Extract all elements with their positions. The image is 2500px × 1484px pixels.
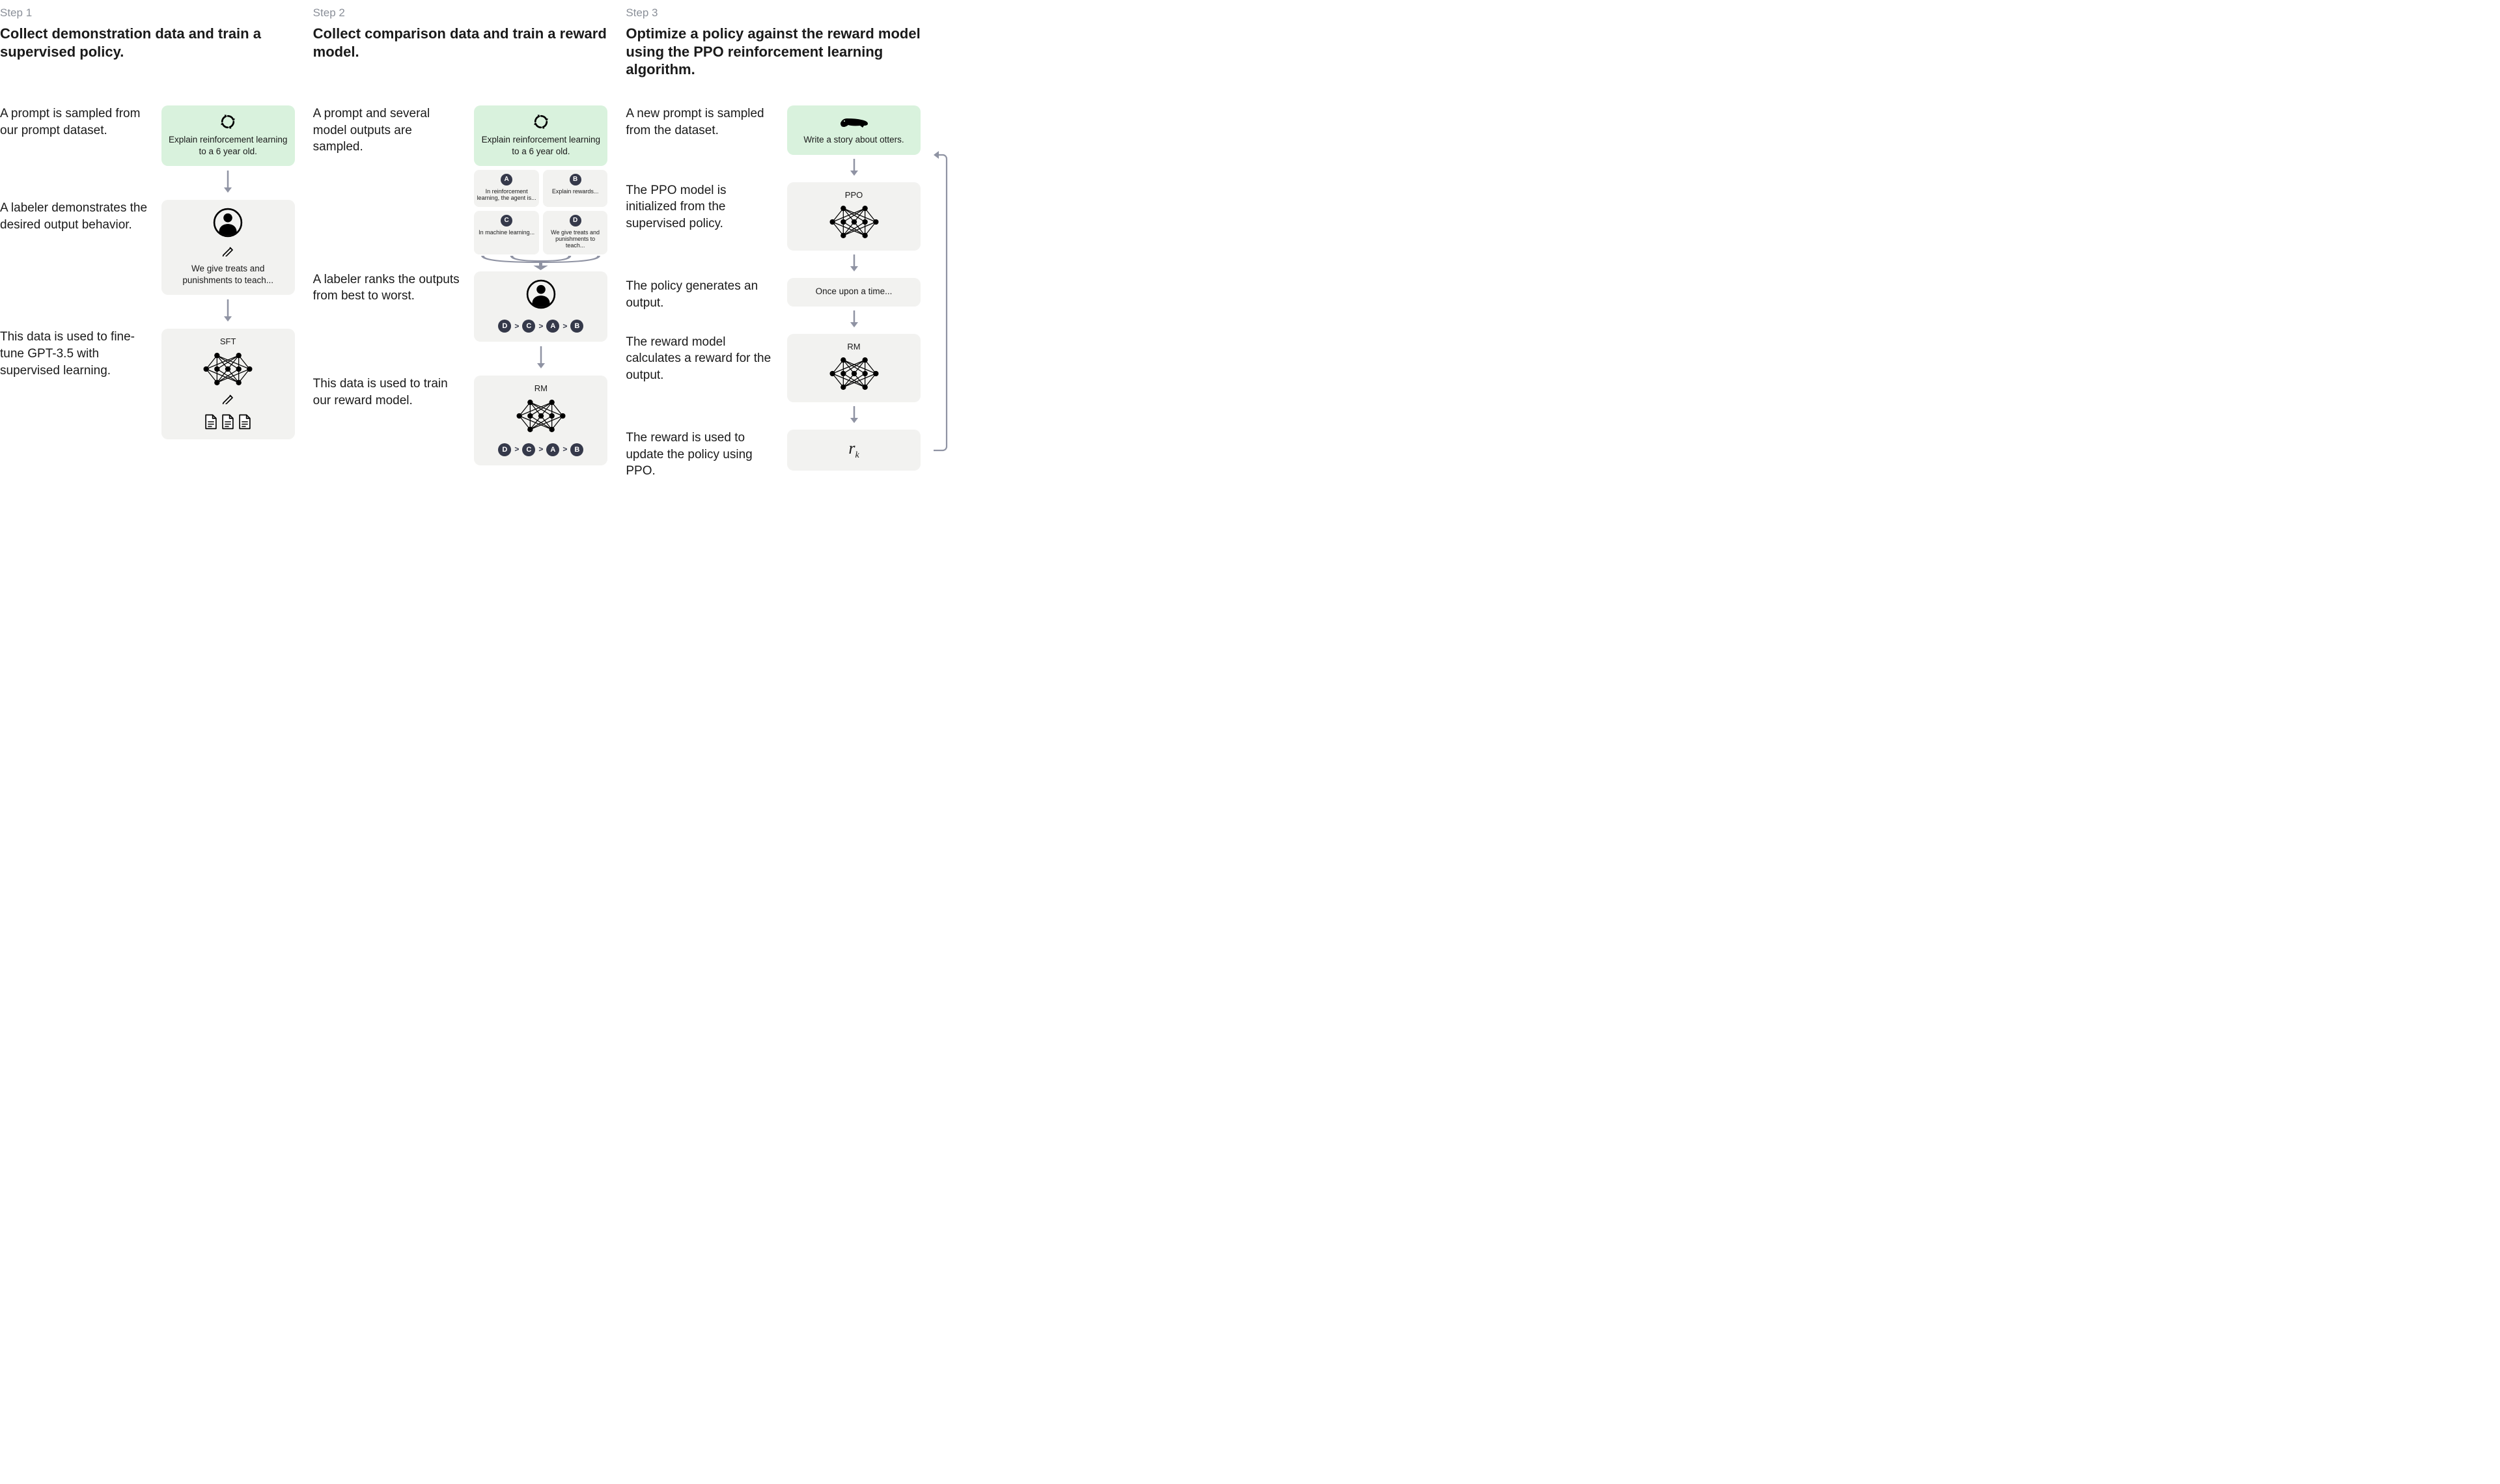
- arrow-down-icon: [848, 310, 860, 330]
- sample-text: Explain rewards...: [552, 188, 599, 195]
- step-label: Step 3: [626, 7, 921, 20]
- reward-symbol: rk: [848, 437, 859, 461]
- step-desc: The reward is used to update the policy …: [626, 430, 778, 480]
- step-desc: The reward model calculates a reward for…: [626, 334, 778, 384]
- prompt-text: Explain reinforcement learning to a 6 ye…: [168, 134, 288, 157]
- person-icon: [213, 208, 243, 241]
- sample-output: D We give treats and punishments to teac…: [543, 211, 608, 254]
- step-1-column: Step 1 Collect demonstration data and tr…: [0, 7, 295, 480]
- feedback-loop-arrow-icon: [932, 150, 952, 456]
- neural-net-icon: [516, 400, 566, 435]
- model-label: PPO: [845, 190, 863, 201]
- sample-badge: B: [570, 174, 581, 186]
- step-desc: This data is used to train our reward mo…: [313, 376, 465, 409]
- ppo-model-card: PPO: [787, 182, 921, 251]
- sample-output: B Explain rewards...: [543, 170, 608, 207]
- step-desc: The policy generates an output.: [626, 278, 778, 311]
- sample-text: In machine learning...: [479, 229, 535, 236]
- step2-row1: A prompt and several model outputs are s…: [313, 105, 608, 271]
- neural-net-icon: [203, 353, 253, 389]
- step3-row3: The policy generates an output. Once upo…: [626, 278, 921, 334]
- sample-output: C In machine learning...: [474, 211, 539, 254]
- step-desc: The PPO model is initialized from the su…: [626, 182, 778, 232]
- step1-row3: This data is used to fine-tune GPT-3.5 w…: [0, 329, 295, 439]
- step2-row3: This data is used to train our reward mo…: [313, 376, 608, 465]
- step-label: Step 1: [0, 7, 295, 20]
- neural-net-icon: [829, 206, 879, 241]
- prompt-card: Explain reinforcement learning to a 6 ye…: [474, 105, 607, 166]
- arrow-down-icon: [848, 254, 860, 274]
- cycle-icon: [221, 113, 235, 130]
- step-title: Optimize a policy against the reward mod…: [626, 25, 921, 82]
- sample-text: We give treats and punishments to teach.…: [546, 229, 605, 249]
- step-desc: A prompt is sampled from our prompt data…: [0, 105, 152, 139]
- sample-output: A In reinforcement learning, the agent i…: [474, 170, 539, 207]
- step-desc: This data is used to fine-tune GPT-3.5 w…: [0, 329, 152, 379]
- arrow-down-icon: [848, 159, 860, 178]
- sample-badge: C: [501, 215, 512, 227]
- neural-net-icon: [829, 357, 879, 393]
- generated-output-card: Once upon a time...: [787, 278, 921, 307]
- ranking-order: D> C> A> B: [498, 320, 583, 333]
- step-title: Collect demonstration data and train a s…: [0, 25, 295, 82]
- arrow-down-icon: [535, 346, 547, 372]
- step-desc: A labeler ranks the outputs from best to…: [313, 271, 465, 305]
- documents-icon: [204, 413, 252, 430]
- rm-model-card: RM D> C> A> B: [474, 376, 607, 465]
- step-3-column: Step 3 Optimize a policy against the rew…: [626, 7, 938, 480]
- prompt-text: Explain reinforcement learning to a 6 ye…: [480, 134, 601, 157]
- reward-value-card: rk: [787, 430, 921, 471]
- model-label: SFT: [220, 337, 236, 348]
- labeler-rank-card: D> C> A> B: [474, 271, 607, 342]
- step3-row4: The reward model calculates a reward for…: [626, 334, 921, 430]
- rm-model-card: RM: [787, 334, 921, 402]
- labeler-card: We give treats and punishments to teach.…: [161, 200, 295, 295]
- arrow-down-icon: [222, 299, 234, 325]
- step1-row1: A prompt is sampled from our prompt data…: [0, 105, 295, 200]
- prompt-card: Explain reinforcement learning to a 6 ye…: [161, 105, 295, 166]
- step3-row1: A new prompt is sampled from the dataset…: [626, 105, 921, 182]
- arrow-down-icon: [222, 170, 234, 196]
- model-label: RM: [847, 342, 860, 353]
- ranking-order: D> C> A> B: [498, 443, 583, 456]
- step-title: Collect comparison data and train a rewa…: [313, 25, 608, 82]
- step-2-column: Step 2 Collect comparison data and train…: [313, 7, 608, 480]
- step-label: Step 2: [313, 7, 608, 20]
- prompt-text: Write a story about otters.: [803, 134, 904, 146]
- sample-badge: D: [570, 215, 581, 227]
- sample-badge: A: [501, 174, 512, 186]
- labeler-output-text: We give treats and punishments to teach.…: [168, 263, 288, 286]
- pencil-icon: [222, 245, 234, 260]
- converge-arrow-icon: [474, 254, 607, 271]
- sample-text: In reinforcement learning, the agent is.…: [477, 188, 536, 202]
- cycle-icon: [534, 113, 548, 130]
- step1-row2: A labeler demonstrates the desired outpu…: [0, 200, 295, 329]
- step-desc: A new prompt is sampled from the dataset…: [626, 105, 778, 139]
- step3-row5: The reward is used to update the policy …: [626, 430, 921, 480]
- pencil-icon: [222, 392, 234, 407]
- sample-outputs-grid: A In reinforcement learning, the agent i…: [474, 170, 607, 254]
- model-label: RM: [535, 383, 548, 394]
- sft-model-card: SFT: [161, 329, 295, 439]
- otter-icon: [839, 113, 870, 130]
- step3-row2: The PPO model is initialized from the su…: [626, 182, 921, 278]
- rlhf-diagram: Step 1 Collect demonstration data and tr…: [0, 7, 938, 480]
- generated-output-text: Once upon a time...: [816, 286, 893, 297]
- arrow-down-icon: [848, 406, 860, 426]
- step2-row2: A labeler ranks the outputs from best to…: [313, 271, 608, 376]
- step-desc: A prompt and several model outputs are s…: [313, 105, 465, 156]
- prompt-card: Write a story about otters.: [787, 105, 921, 155]
- person-icon: [526, 279, 556, 312]
- step-desc: A labeler demonstrates the desired outpu…: [0, 200, 152, 233]
